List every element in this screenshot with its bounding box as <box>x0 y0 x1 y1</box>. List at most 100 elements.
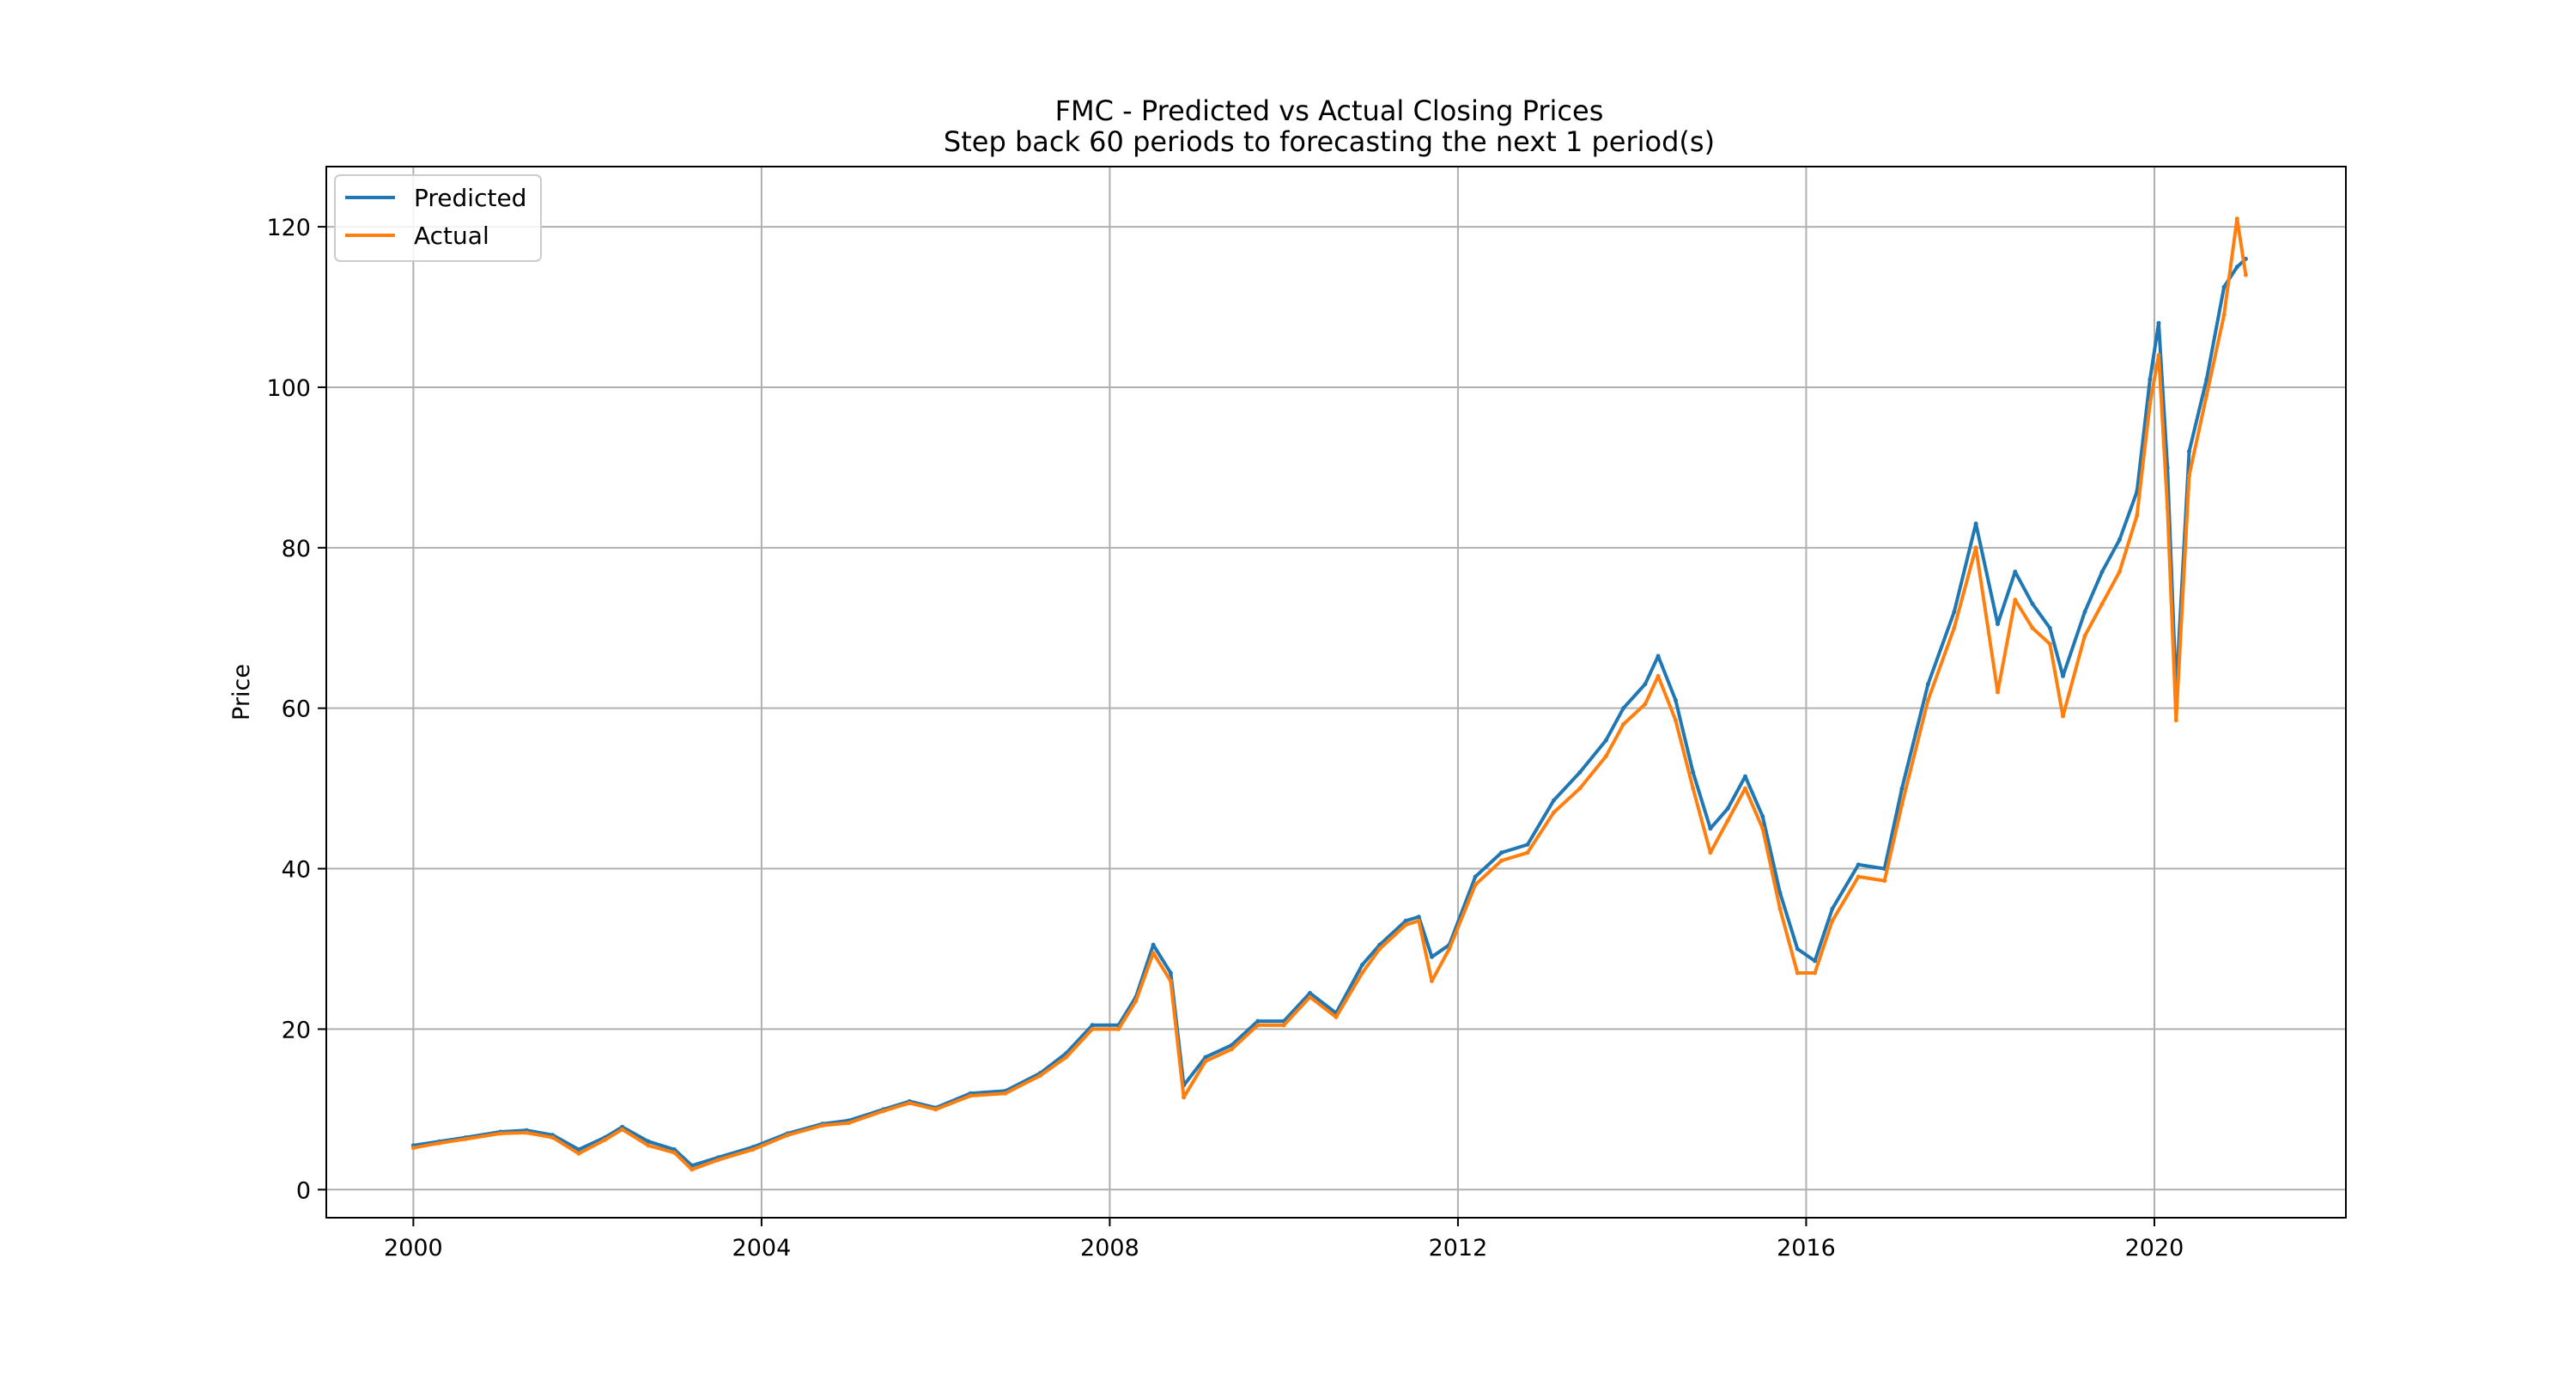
plot-frame <box>325 166 2347 1219</box>
data-point-predicted <box>1777 891 1783 896</box>
data-point-actual <box>1973 545 1978 550</box>
data-point-actual <box>1003 1091 1008 1096</box>
data-point-actual <box>1925 697 1930 702</box>
data-point-predicted <box>1813 958 1818 964</box>
data-point-actual <box>2099 601 2105 606</box>
data-point-actual <box>463 1136 468 1141</box>
legend-label-actual: Actual <box>414 222 489 250</box>
data-point-actual <box>1760 826 1765 831</box>
grid-lines <box>326 167 2346 1218</box>
data-point-actual <box>2165 505 2170 510</box>
data-point-actual <box>550 1135 556 1140</box>
legend-label-predicted: Predicted <box>414 184 526 212</box>
data-point-actual <box>2234 216 2239 222</box>
data-point-predicted <box>2099 569 2105 575</box>
data-point-predicted <box>1403 918 1408 923</box>
series-line-actual <box>413 216 2248 1171</box>
data-point-predicted <box>2234 264 2239 270</box>
data-point-actual <box>907 1100 912 1105</box>
data-point-actual <box>1308 994 1313 1000</box>
data-point-predicted <box>1203 1055 1208 1060</box>
data-point-actual <box>1551 810 1556 815</box>
y-tick-label: 100 <box>266 375 311 402</box>
chart-subtitle: Step back 60 periods to forecasting the … <box>944 125 1715 158</box>
data-point-predicted <box>1725 806 1730 811</box>
data-point-actual <box>2173 718 2178 723</box>
data-point-predicted <box>2187 449 2191 454</box>
data-point-actual <box>1525 850 1530 855</box>
data-point-actual <box>1899 802 1905 807</box>
data-point-predicted <box>1621 706 1626 711</box>
data-point-predicted <box>1643 682 1648 687</box>
y-axis: 0 20 40 60 80 100 120 <box>266 215 326 1204</box>
data-point-actual <box>646 1143 651 1148</box>
data-point-actual <box>1168 978 1173 983</box>
data-point-predicted <box>1708 826 1713 831</box>
data-point-predicted <box>1656 654 1661 659</box>
data-point-actual <box>2117 569 2122 575</box>
data-point-actual <box>1813 970 1818 976</box>
data-point-actual <box>933 1107 939 1112</box>
y-tick-label: 0 <box>296 1177 311 1204</box>
data-point-predicted <box>2221 284 2227 289</box>
data-point-predicted <box>672 1147 677 1152</box>
data-point-predicted <box>1673 697 1678 702</box>
data-point-predicted <box>2013 569 2018 575</box>
data-point-actual <box>846 1121 851 1126</box>
data-point-actual <box>1725 818 1730 823</box>
y-tick-label: 120 <box>266 215 311 241</box>
data-point-actual <box>1064 1055 1069 1060</box>
data-point-actual <box>750 1147 756 1152</box>
data-point-actual <box>1673 718 1678 723</box>
data-point-actual <box>1182 1095 1187 1100</box>
data-point-predicted <box>1359 963 1364 968</box>
data-point-actual <box>715 1158 720 1163</box>
data-point-actual <box>2187 473 2191 478</box>
data-point-actual <box>2047 641 2052 647</box>
data-point-actual <box>1795 970 1800 976</box>
data-point-predicted <box>2047 625 2052 630</box>
data-point-predicted <box>1925 682 1930 687</box>
data-point-predicted <box>2148 377 2153 382</box>
y-tick-label: 60 <box>282 696 311 723</box>
data-point-actual <box>1116 1026 1121 1031</box>
data-point-predicted <box>1308 990 1313 995</box>
data-point-actual <box>1621 721 1626 727</box>
data-point-actual <box>1229 1047 1234 1052</box>
data-point-actual <box>1037 1073 1042 1079</box>
data-point-actual <box>576 1151 581 1156</box>
data-point-predicted <box>646 1139 651 1144</box>
data-point-predicted <box>1151 942 1156 947</box>
data-point-actual <box>2148 401 2153 406</box>
data-point-actual <box>524 1130 529 1135</box>
data-point-predicted <box>1760 814 1765 819</box>
data-point-actual <box>437 1140 442 1146</box>
x-axis: 2000 2004 2008 2012 2016 2020 <box>384 1218 2184 1262</box>
data-point-actual <box>1603 754 1608 759</box>
data-point-actual <box>2204 392 2209 398</box>
x-tick-label: 2012 <box>1429 1235 1488 1262</box>
data-point-predicted <box>1996 622 2000 627</box>
data-point-predicted <box>1551 798 1556 803</box>
data-point-predicted <box>2156 320 2161 325</box>
data-point-predicted <box>1168 970 1173 976</box>
data-point-predicted <box>2061 673 2065 678</box>
data-point-actual <box>820 1123 825 1128</box>
data-point-actual <box>690 1167 695 1172</box>
data-point-actual <box>602 1137 607 1142</box>
x-tick-label: 2016 <box>1777 1235 1836 1262</box>
data-point-actual <box>1430 978 1434 983</box>
data-point-actual <box>1416 918 1421 923</box>
data-point-actual <box>1151 951 1156 956</box>
data-point-actual <box>1996 690 2000 695</box>
data-point-predicted <box>1795 946 1800 951</box>
data-point-predicted <box>1603 738 1608 743</box>
x-tick-label: 2020 <box>2125 1235 2184 1262</box>
data-point-predicted <box>1577 769 1583 775</box>
y-tick-label: 40 <box>282 857 311 884</box>
data-point-actual <box>2013 598 2018 602</box>
data-point-predicted <box>1416 915 1421 920</box>
data-point-actual <box>1133 999 1139 1004</box>
data-point-actual <box>1777 906 1783 911</box>
